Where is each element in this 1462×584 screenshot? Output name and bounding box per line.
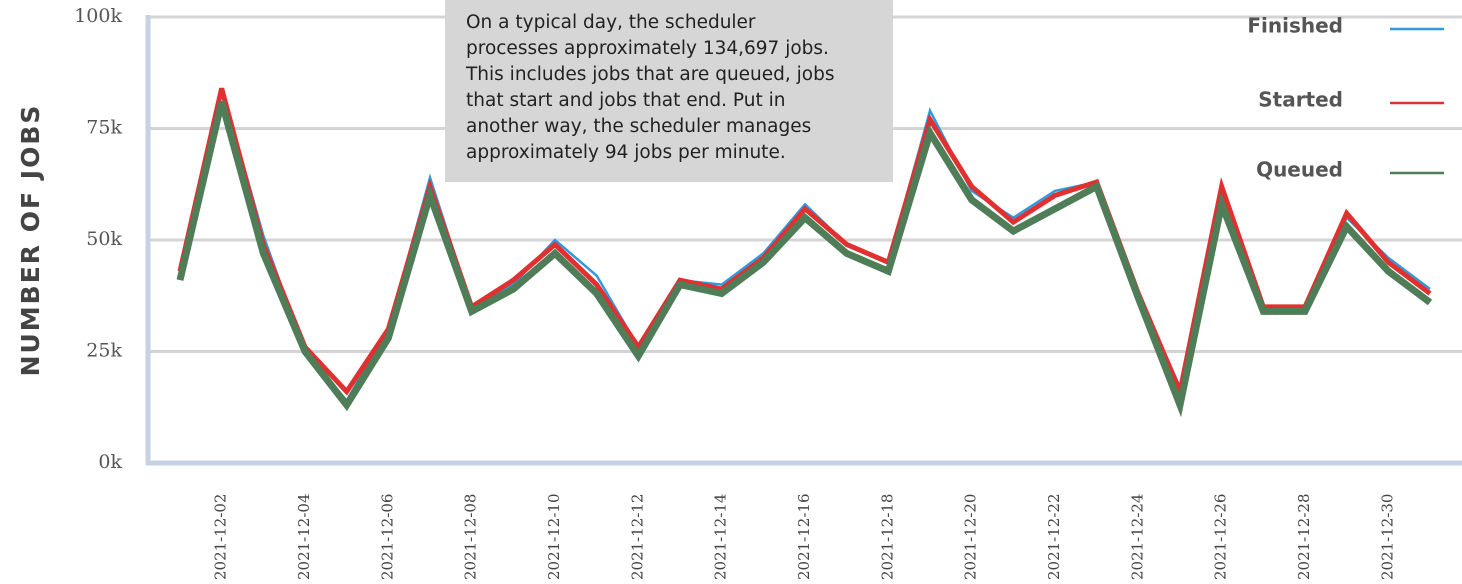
- legend-label: Finished: [1247, 14, 1343, 38]
- x-tick-label: 2021-12-04: [295, 494, 313, 580]
- x-tick-label: 2021-12-30: [1378, 494, 1396, 580]
- y-tick-label: 0k: [98, 451, 122, 473]
- y-axis-title: NUMBER OF JOBS: [16, 104, 45, 377]
- y-tick-label: 50k: [86, 228, 122, 250]
- x-tick-label: 2021-12-28: [1295, 494, 1313, 580]
- x-tick-label: 2021-12-14: [712, 494, 730, 580]
- x-tick-label: 2021-12-18: [878, 494, 896, 580]
- y-tick-label: 25k: [86, 340, 122, 362]
- x-tick-label: 2021-12-26: [1212, 494, 1230, 580]
- x-tick-label: 2021-12-22: [1045, 494, 1063, 580]
- annotation-text: This includes jobs that are queued, jobs: [465, 64, 835, 85]
- annotation-text: approximately 94 jobs per minute.: [466, 142, 786, 163]
- x-tick-label: 2021-12-02: [212, 494, 230, 580]
- x-tick-label: 2021-12-16: [795, 494, 813, 580]
- x-tick-label: 2021-12-10: [545, 494, 563, 580]
- line-series: [176, 100, 1433, 418]
- x-tick-label: 2021-12-24: [1128, 494, 1146, 580]
- legend-label: Queued: [1256, 158, 1343, 182]
- x-tick-label: 2021-12-12: [628, 494, 646, 580]
- x-tick-label: 2021-12-06: [378, 494, 396, 580]
- x-tick-label: 2021-12-08: [462, 494, 480, 580]
- x-tick-label: 2021-12-20: [962, 494, 980, 580]
- annotation-box: [445, 0, 893, 182]
- annotation-text: another way, the scheduler manages: [466, 116, 811, 137]
- annotation-text: On a typical day, the scheduler: [466, 12, 756, 33]
- y-tick-label: 75k: [86, 117, 122, 139]
- y-tick-label: 100k: [74, 5, 122, 27]
- annotation-text: that start and jobs that end. Put in: [466, 90, 785, 111]
- annotation-text: processes approximately 134,697 jobs.: [466, 38, 829, 59]
- legend-label: Started: [1258, 88, 1343, 112]
